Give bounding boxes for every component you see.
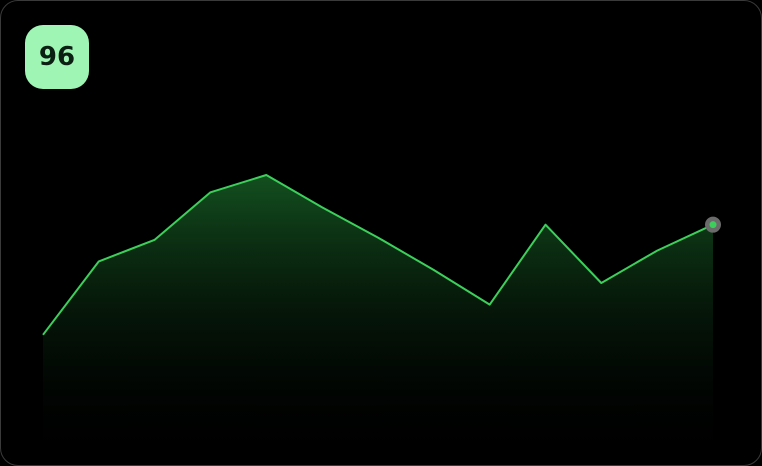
series-line [42,174,714,336]
value-badge: 96 [25,25,89,89]
endpoint-marker [709,221,717,229]
area-fill [43,175,713,465]
